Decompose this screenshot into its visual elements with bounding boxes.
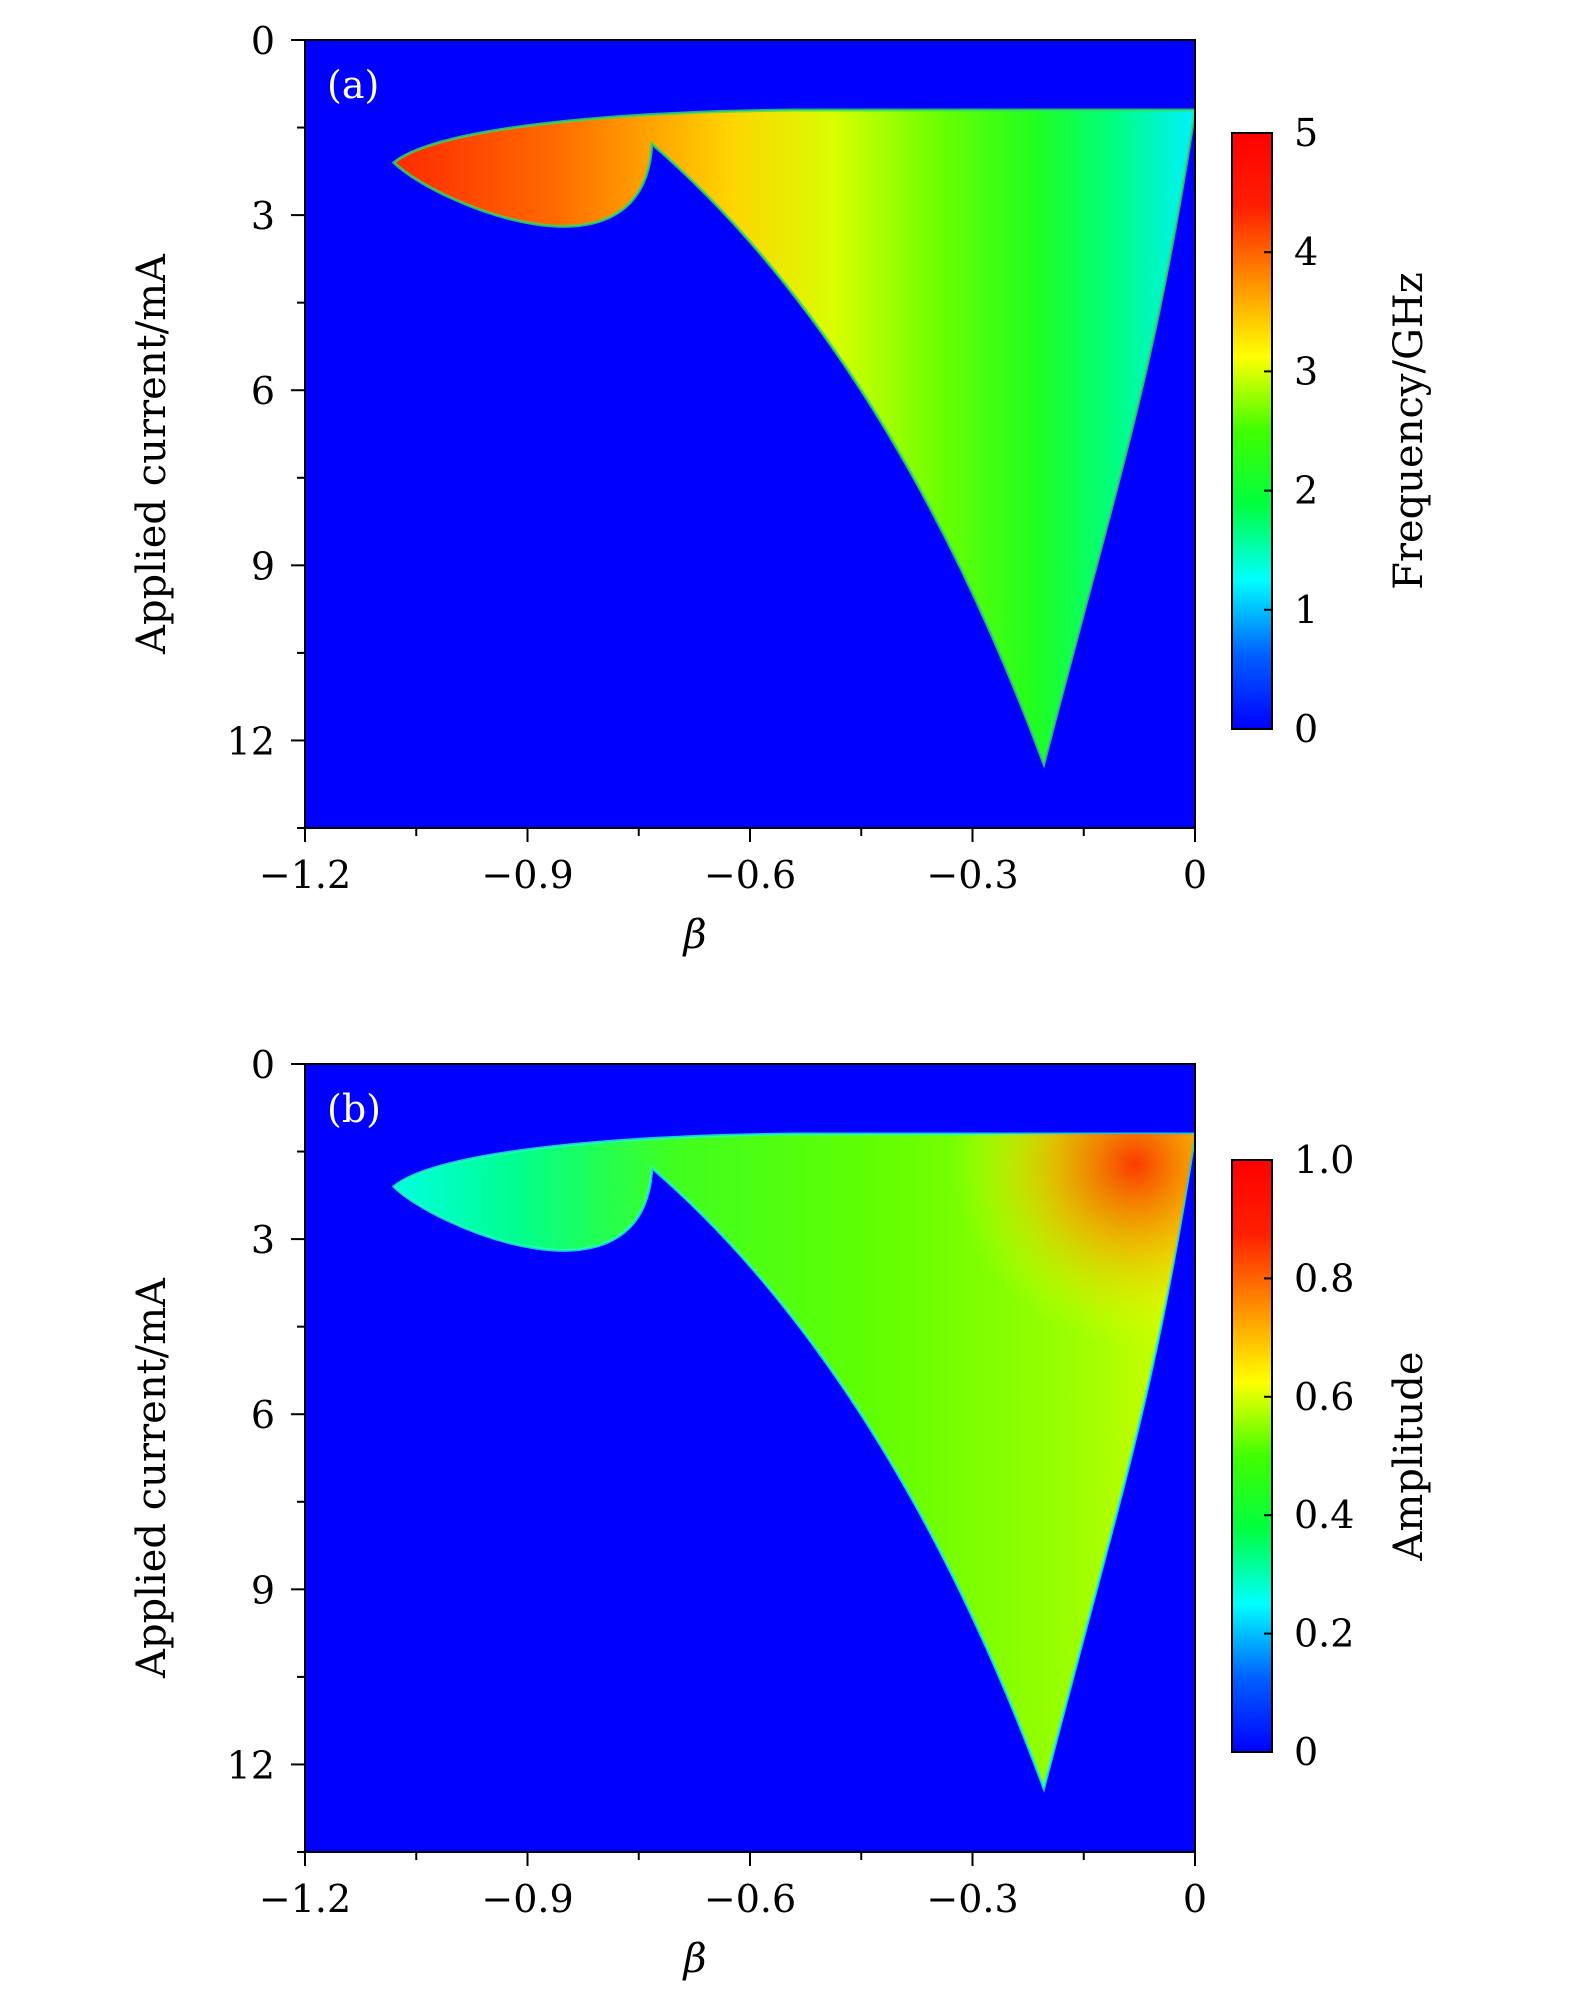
x-tick-label: −0.3 [926, 1877, 1018, 1921]
colorbar-tick-label: 4 [1294, 230, 1318, 274]
colorbar-title: Amplitude [1386, 1351, 1432, 1561]
colorbar-tick-label: 0.2 [1294, 1612, 1354, 1656]
x-axis-title: β [681, 912, 706, 958]
y-tick-label: 12 [227, 719, 275, 763]
oscillation-region [394, 110, 1195, 764]
colorbar-tick-label: 0 [1294, 1730, 1318, 1774]
colorbar-tick-label: 0 [1294, 707, 1318, 751]
x-tick-label: −0.3 [926, 853, 1018, 897]
colorbar-tick-label: 1 [1294, 588, 1318, 632]
colorbar [1231, 132, 1273, 730]
colorbar-tick-label: 0.4 [1294, 1493, 1354, 1537]
colorbar-tick-label: 3 [1294, 349, 1318, 393]
colorbar-tick-label: 2 [1294, 469, 1318, 513]
y-tick-label: 3 [251, 194, 275, 238]
y-tick-label: 6 [251, 369, 275, 413]
y-tick-label: 12 [227, 1743, 275, 1787]
colorbar [1231, 1159, 1273, 1753]
colorbar-tick-label: 1.0 [1294, 1138, 1354, 1182]
y-tick-label: 0 [251, 19, 275, 63]
y-tick-label: 3 [251, 1218, 275, 1262]
y-axis-title: Applied current/mA [129, 253, 175, 655]
y-tick-label: 9 [251, 1568, 275, 1612]
y-tick-label: 0 [251, 1043, 275, 1087]
colorbar-tick-label: 0.6 [1294, 1375, 1354, 1419]
y-tick-label: 9 [251, 544, 275, 588]
colorbar-tick-label: 0.8 [1294, 1256, 1354, 1300]
x-tick-label: −1.2 [259, 1877, 351, 1921]
panel-label: (b) [327, 1087, 381, 1131]
region-edge [391, 108, 1195, 769]
panel-label: (a) [327, 63, 379, 107]
x-tick-label: 0 [1183, 1877, 1207, 1921]
x-tick-label: −0.6 [704, 1877, 796, 1921]
x-tick-label: −0.9 [481, 1877, 573, 1921]
x-tick-label: 0 [1183, 853, 1207, 897]
x-tick-label: −0.6 [704, 853, 796, 897]
colorbar-tick-label: 5 [1294, 111, 1318, 155]
colorbar-title: Frequency/GHz [1386, 272, 1432, 590]
panel-b: (b) −1.2 −0.9 −0.6 −0.3 0 0 3 6 9 12 β Applied curre… [129, 1043, 1432, 1982]
y-tick-label: 6 [251, 1393, 275, 1437]
x-tick-label: −1.2 [259, 853, 351, 897]
x-axis-title: β [681, 1936, 706, 1982]
y-axis-title: Applied current/mA [129, 1277, 175, 1679]
x-tick-label: −0.9 [481, 853, 573, 897]
